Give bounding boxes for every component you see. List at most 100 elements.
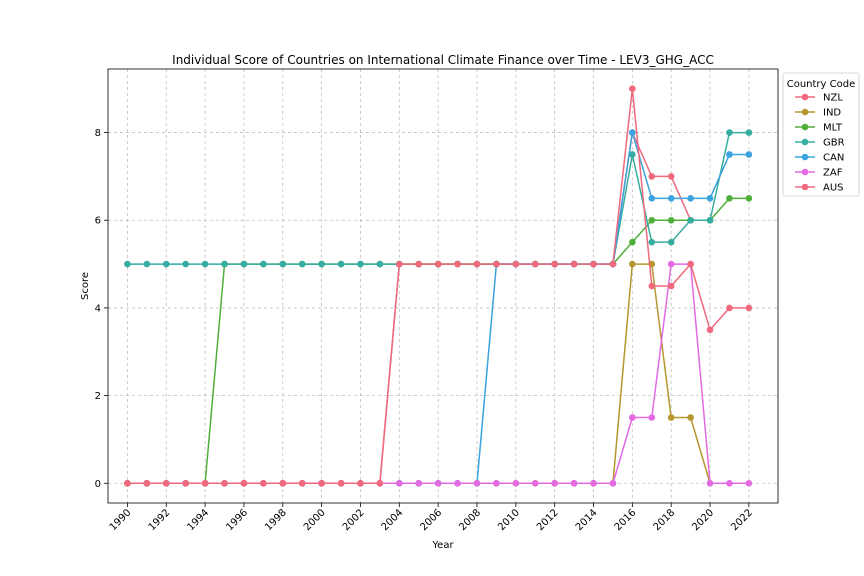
data-point-aus <box>201 479 209 487</box>
legend-title: Country Code <box>787 79 856 90</box>
series-aus <box>124 85 753 487</box>
data-point-zaf <box>609 479 617 487</box>
data-point-mlt <box>667 216 675 224</box>
data-point-aus <box>376 479 384 487</box>
data-point-aus <box>512 260 520 268</box>
x-tick-label: 2004 <box>380 507 406 533</box>
x-tick-label: 1998 <box>263 507 289 533</box>
legend-label: IND <box>823 108 841 119</box>
data-point-gbr <box>279 260 287 268</box>
data-point-gbr <box>357 260 364 268</box>
legend-label: ZAF <box>823 168 843 179</box>
data-point-zaf <box>454 479 461 487</box>
data-point-aus <box>221 479 228 487</box>
data-point-ind <box>667 414 675 421</box>
x-tick-label: 2006 <box>418 507 444 533</box>
legend-frame <box>782 72 860 197</box>
data-point-zaf <box>415 479 423 487</box>
data-point-nzl <box>667 173 675 180</box>
data-point-gbr <box>124 260 131 268</box>
legend-label: MLT <box>823 123 843 134</box>
data-point-can <box>726 151 733 158</box>
data-point-mlt <box>629 238 636 246</box>
data-point-aus <box>396 260 403 268</box>
data-point-aus <box>726 304 733 312</box>
data-point-can <box>629 129 636 136</box>
data-point-zaf <box>629 414 636 421</box>
data-point-aus <box>551 260 558 268</box>
legend-item-aus: AUS <box>795 183 844 194</box>
y-tick-label: 8 <box>95 128 101 139</box>
legend-item-can: CAN <box>795 153 844 164</box>
legend-swatch-marker <box>801 108 809 116</box>
legend-swatch-marker <box>801 153 809 161</box>
x-axis: 1990 1992 1994 1996 1998 2000 2002 2004 2006 2008… <box>108 503 755 533</box>
data-point-gbr <box>337 260 345 268</box>
data-point-zaf <box>531 479 539 487</box>
data-point-aus <box>240 479 248 487</box>
y-tick-label: 4 <box>95 303 101 314</box>
legend-item-ind: IND <box>795 108 841 119</box>
data-point-aus <box>629 85 636 93</box>
x-tick-label: 1990 <box>108 507 134 533</box>
data-point-gbr <box>648 238 656 246</box>
legend-swatch-marker <box>801 168 809 176</box>
data-point-aus <box>667 282 675 290</box>
data-point-ind <box>629 260 636 268</box>
x-axis-label: Year <box>431 540 454 551</box>
legend-item-nzl: NZL <box>795 93 843 104</box>
x-tick-label: 1996 <box>224 507 250 533</box>
data-point-zaf <box>706 479 714 487</box>
data-point-aus <box>318 479 325 487</box>
data-point-aus <box>337 479 345 487</box>
data-point-can <box>687 195 694 202</box>
legend-label: AUS <box>823 183 844 194</box>
data-point-zaf <box>726 479 733 487</box>
legend-swatch-marker <box>801 138 809 146</box>
data-point-mlt <box>648 216 656 224</box>
data-point-gbr <box>629 151 636 158</box>
series-ind <box>124 260 714 487</box>
data-point-ind <box>687 414 694 421</box>
data-point-aus <box>648 282 656 290</box>
data-point-mlt <box>745 195 753 202</box>
data-point-can <box>706 195 714 202</box>
data-point-aus <box>143 479 151 487</box>
legend-item-mlt: MLT <box>795 123 843 134</box>
x-tick-label: 2000 <box>302 507 328 533</box>
series-zaf <box>124 260 753 487</box>
data-point-gbr <box>745 129 753 136</box>
data-point-aus <box>531 260 539 268</box>
data-point-aus <box>357 479 364 487</box>
legend-label: CAN <box>823 153 844 164</box>
x-tick-label: 2002 <box>341 507 367 533</box>
data-point-zaf <box>745 479 753 487</box>
x-tick-label: 2018 <box>652 507 678 533</box>
legend-item-gbr: GBR <box>795 138 845 149</box>
data-point-aus <box>493 260 500 268</box>
data-point-aus <box>473 260 481 268</box>
data-point-gbr <box>726 129 733 136</box>
chart-title: Individual Score of Countries on Interna… <box>172 53 714 67</box>
x-tick-label: 1992 <box>147 507 173 533</box>
legend-label: NZL <box>823 93 843 104</box>
y-tick-label: 0 <box>95 479 101 490</box>
data-point-gbr <box>240 260 248 268</box>
data-point-mlt <box>726 195 733 202</box>
data-point-aus <box>279 479 287 487</box>
data-point-zaf <box>493 479 500 487</box>
legend-swatch-marker <box>801 123 809 131</box>
x-tick-label: 2012 <box>535 507 561 533</box>
x-tick-label: 1994 <box>185 507 211 533</box>
data-point-gbr <box>298 260 306 268</box>
y-tick-label: 2 <box>95 391 101 402</box>
data-point-zaf <box>648 414 656 421</box>
y-axis-label: Score <box>80 272 91 300</box>
data-point-gbr <box>667 238 675 246</box>
legend-swatch-marker <box>801 183 809 191</box>
data-point-zaf <box>551 479 558 487</box>
data-point-aus <box>706 326 714 334</box>
data-point-nzl <box>648 173 656 180</box>
legend-swatch-marker <box>801 93 809 101</box>
